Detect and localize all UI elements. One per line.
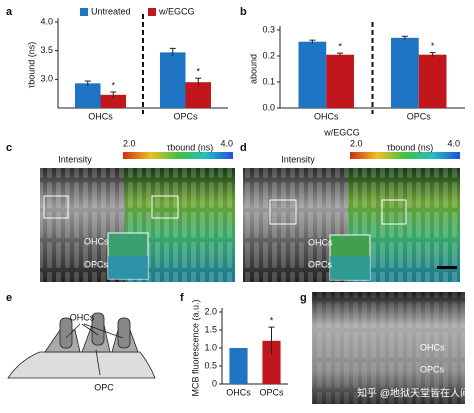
panel-label: f: [180, 292, 184, 304]
image-d: w/EGCG Intensity τbound (ns) 2.0 4.0 OHC…: [243, 127, 460, 282]
y-tick-label: 0.0: [262, 102, 275, 112]
bar: [418, 54, 447, 108]
region-label: OPCs: [84, 259, 109, 269]
legend-label: Untreated: [91, 6, 131, 16]
colorbar-min: 2.0: [123, 138, 136, 148]
y-tick-label: 4.0: [40, 16, 53, 26]
panel-label: d: [240, 142, 247, 154]
region-label: OHCs: [308, 237, 333, 247]
colorbar-max: 4.0: [447, 138, 460, 148]
panel-label: b: [240, 6, 247, 18]
image-c: Intensity τbound (ns) 2.0 4.0 OHCs OPCs: [40, 138, 235, 282]
y-tick-label: 3.0: [40, 74, 53, 84]
bar: [75, 83, 101, 108]
y-tick-label: 1.0: [204, 342, 217, 352]
colorbar-min: 2.0: [350, 138, 363, 148]
y-tick-label: 1.5: [204, 324, 217, 334]
x-tick-label: OHCs: [226, 387, 251, 397]
y-tick-label: 0.3: [262, 24, 275, 34]
bar: [298, 41, 327, 109]
channel-label: Intensity: [58, 154, 92, 164]
region-label: OHCs: [420, 342, 445, 352]
legend-swatch: [80, 8, 88, 16]
x-tick-label: OPCs: [259, 387, 284, 397]
bar: [160, 52, 186, 108]
panel-label: g: [300, 292, 307, 304]
significance: *: [431, 41, 435, 51]
y-tick-label: 2.0: [204, 306, 217, 316]
legend-swatch: [148, 8, 156, 16]
region-label: OPCs: [420, 364, 445, 374]
y-tick-label: 0: [212, 378, 217, 388]
y-tick-label: 0.5: [204, 360, 217, 370]
channel-label: Intensity: [281, 154, 315, 164]
y-tick-label: 3.5: [40, 45, 53, 55]
colorbar-title: τbound (ns): [167, 142, 214, 152]
condition-label: w/EGCG: [323, 127, 360, 137]
x-tick-label: OPCs: [173, 111, 198, 121]
x-tick-label: OHCs: [314, 111, 339, 121]
significance: *: [338, 42, 342, 52]
panel-label: e: [6, 292, 12, 304]
bar: [100, 94, 126, 108]
x-tick-label: OHCs: [88, 111, 113, 121]
bar: [185, 82, 211, 108]
bar: [262, 340, 281, 384]
image-g: OHCs OPCs 知乎 @地狱天堂皆在人间: [312, 292, 470, 404]
diagram-label: OPC: [94, 382, 114, 392]
bar: [326, 54, 354, 108]
region-label: OPCs: [308, 259, 333, 269]
significance: *: [196, 67, 200, 77]
colorbar-title: τbound (ns): [387, 142, 434, 152]
colorbar-max: 4.0: [220, 138, 233, 148]
region-label: OHCs: [84, 236, 109, 246]
legend-label: w/EGCG: [158, 6, 195, 16]
significance: *: [270, 315, 274, 325]
y-tick-label: 0.2: [262, 50, 275, 60]
diagram-e: [7, 312, 156, 379]
y-axis-title: τbound (ns): [26, 42, 36, 89]
diagram-label: OHCs: [70, 312, 95, 322]
y-axis-title: MCB fluorescence (a.u.): [190, 299, 200, 396]
panel-label: c: [6, 142, 12, 154]
y-tick-label: 0.1: [262, 76, 275, 86]
panel-label: a: [6, 6, 13, 18]
y-axis-title: abound: [248, 54, 258, 84]
significance: *: [111, 80, 115, 90]
bar: [391, 37, 419, 108]
watermark: 知乎 @地狱天堂皆在人间: [357, 387, 470, 400]
x-tick-label: OPCs: [407, 111, 432, 121]
bar: [229, 348, 248, 384]
